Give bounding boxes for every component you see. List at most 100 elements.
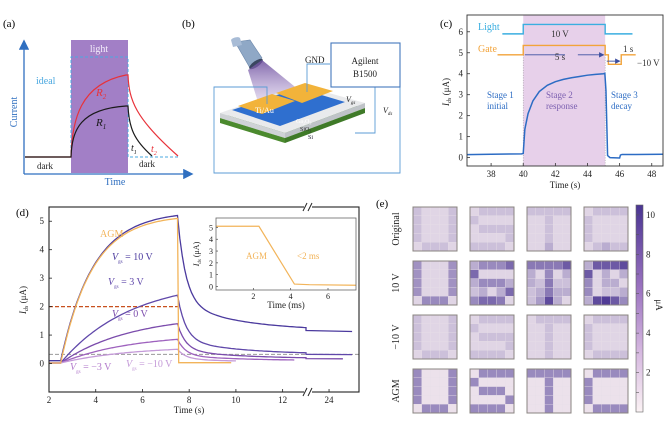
ga2o3-layer <box>232 88 345 126</box>
heatmap-cell <box>439 332 449 342</box>
heatmap-cell <box>487 350 497 360</box>
heatmap-grid-r2-c1 <box>469 314 515 360</box>
heatmap-frame <box>583 260 629 306</box>
inset-x-tick-label: 6 <box>326 292 330 301</box>
heatmap-cell <box>553 260 563 270</box>
heatmap-cell <box>562 404 572 414</box>
y-tick-label: 0 <box>40 359 45 369</box>
y-tick-label: 2 <box>459 111 464 121</box>
stage-3-line2: decay <box>611 101 632 111</box>
heatmap-cell <box>478 341 488 351</box>
heatmap-cell <box>487 260 497 270</box>
inset-chart: 2 4 6 0 1 2 3 4 5 AGM <2 ms Time (ms) Ids (μA) <box>192 215 357 311</box>
heatmap-cell <box>544 323 554 333</box>
electrode-left <box>238 94 295 114</box>
heatmap-cell <box>544 341 554 351</box>
heatmap-cell <box>421 224 431 234</box>
heatmap-cell <box>601 287 611 297</box>
heatmap-cell <box>421 368 431 378</box>
x-tick-label: 40 <box>519 169 529 179</box>
heatmap-cell <box>421 215 431 225</box>
heatmap-cell <box>505 278 515 288</box>
heatmap-frame <box>526 368 572 414</box>
x-tick-label: 12 <box>278 395 287 405</box>
heatmap-cell <box>412 224 422 234</box>
heatmap-cell <box>505 224 515 234</box>
heatmap-cell <box>535 386 545 396</box>
heatmap-cell <box>478 314 488 324</box>
heatmap-cell <box>439 350 449 360</box>
heatmap-cell <box>496 269 506 279</box>
heatmap-cell <box>619 341 629 351</box>
heatmap-cell <box>496 368 506 378</box>
heatmap-cell <box>544 314 554 324</box>
panel-b: (b) Ti/Au Ga2O3 SiO2 Si Agilent B1500 GN… <box>182 18 401 174</box>
heatmap-cell <box>592 395 602 405</box>
heatmap-cell <box>619 215 629 225</box>
heatmap-cell <box>496 215 506 225</box>
colorbar-tick-label: 4 <box>646 328 651 338</box>
heatmap-cell <box>619 332 629 342</box>
heatmap-cell <box>553 269 563 279</box>
heatmap-cell <box>583 386 593 396</box>
heatmap-cell <box>439 368 449 378</box>
heatmap-cell <box>583 395 593 405</box>
heatmap-cell <box>412 260 422 270</box>
heatmap-cell <box>544 404 554 414</box>
heatmap-frame <box>526 314 572 360</box>
heatmap-cell <box>478 296 488 306</box>
heatmap-cell <box>430 260 440 270</box>
heatmap-cell <box>601 260 611 270</box>
heatmap-frame <box>526 206 572 252</box>
heatmap-cell <box>439 395 449 405</box>
heatmap-cell <box>535 215 545 225</box>
heatmap-cell <box>601 206 611 216</box>
heatmap-frame <box>583 314 629 360</box>
heatmap-cell <box>421 404 431 414</box>
heatmap-cell <box>592 404 602 414</box>
x-tick-label: 2 <box>47 395 52 405</box>
heatmap-cell <box>478 215 488 225</box>
heatmap-cell <box>610 296 620 306</box>
heatmap-cell <box>412 341 422 351</box>
x-axis-label: Time (s) <box>174 405 204 415</box>
heatmap-cell <box>469 404 479 414</box>
heatmap-cell <box>601 395 611 405</box>
heatmap-cell <box>469 314 479 324</box>
heatmap-cell <box>496 260 506 270</box>
colorbar-label: μA <box>654 299 664 311</box>
heatmap-cell <box>610 233 620 243</box>
heatmap-cell <box>610 269 620 279</box>
heatmap-cell <box>496 404 506 414</box>
heatmap-cell <box>610 368 620 378</box>
heatmap-cell <box>478 260 488 270</box>
heatmap-cell <box>610 350 620 360</box>
panel-e-label: (e) <box>376 198 389 210</box>
heatmap-cell <box>526 404 536 414</box>
heatmap-cell <box>478 323 488 333</box>
heatmap-cell <box>583 404 593 414</box>
heatmap-cell <box>478 332 488 342</box>
heatmap-cell <box>469 368 479 378</box>
heatmap-grid-r0-c3 <box>583 206 629 252</box>
R2-curve <box>25 74 179 158</box>
heatmap-cell <box>535 242 545 252</box>
heatmap-frame <box>469 206 515 252</box>
heatmap-cell <box>469 287 479 297</box>
heatmap-cell <box>553 206 563 216</box>
heatmap-cell <box>496 296 506 306</box>
heatmap-cell <box>535 224 545 234</box>
heatmap-grid-r3-c3 <box>583 368 629 414</box>
heatmap-grid-r1-c2 <box>526 260 572 306</box>
heatmap-cell <box>448 314 458 324</box>
heatmap-cell <box>610 287 620 297</box>
heatmap-cell <box>562 341 572 351</box>
heatmap-cell <box>562 269 572 279</box>
heatmap-cell <box>448 287 458 297</box>
heatmap-cell <box>619 233 629 243</box>
heatmap-cell <box>592 323 602 333</box>
heatmap-cell <box>553 341 563 351</box>
heatmap-frame <box>583 206 629 252</box>
heatmap-cell <box>619 395 629 405</box>
